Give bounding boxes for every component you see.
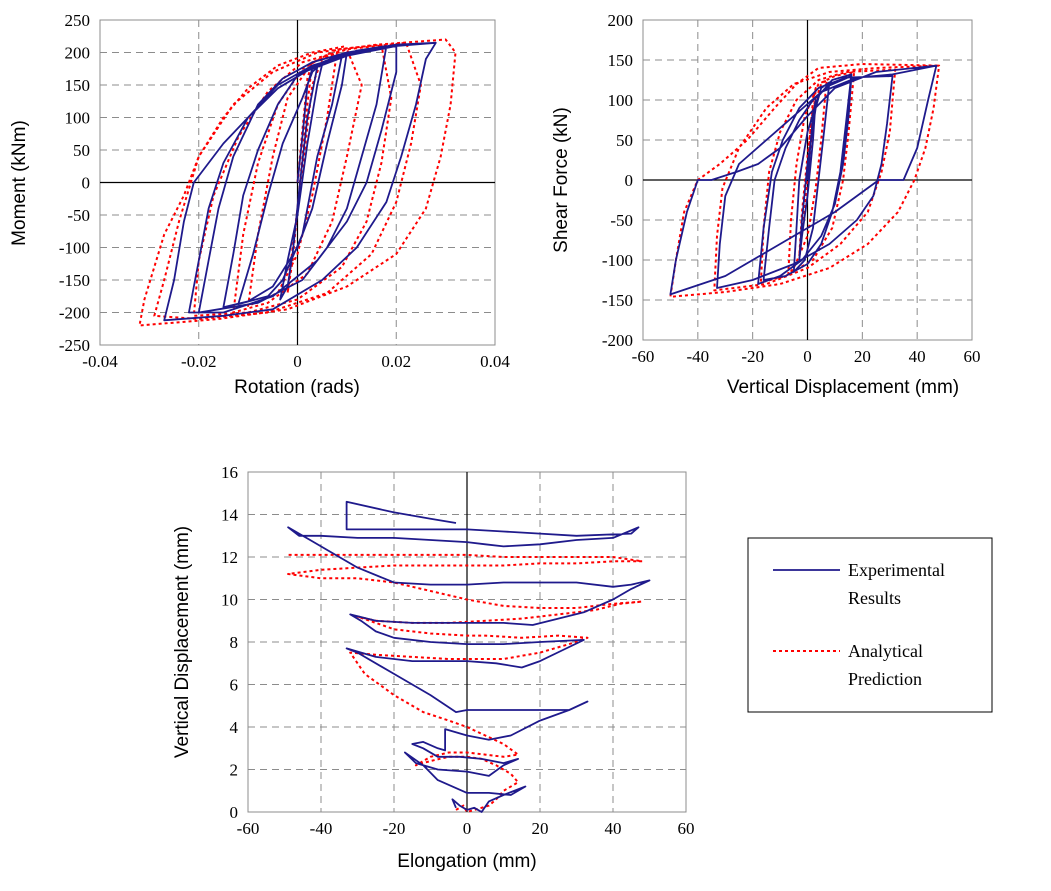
experimental-series-line xyxy=(287,500,651,813)
x-axis-title: Elongation (mm) xyxy=(397,851,536,872)
y-tick-label: -200 xyxy=(602,331,633,350)
y-tick-label: 14 xyxy=(221,506,239,525)
y-tick-label: 12 xyxy=(221,548,238,567)
x-tick-label: -20 xyxy=(741,347,764,366)
y-tick-label: 0 xyxy=(82,174,91,193)
y-tick-label: 2 xyxy=(230,761,239,780)
experimental-series-line xyxy=(163,41,437,322)
analytical-series-line xyxy=(287,553,644,813)
x-tick-label: 60 xyxy=(678,819,695,838)
legend-experimental-label-line2: Results xyxy=(848,588,901,608)
y-tick-label: 16 xyxy=(221,463,238,482)
y-tick-label: 150 xyxy=(65,76,91,95)
legend-box xyxy=(747,537,993,713)
y-tick-label: -150 xyxy=(602,291,633,310)
y-tick-label: -50 xyxy=(67,206,90,225)
y-tick-label: 0 xyxy=(625,171,634,190)
y-tick-label: 150 xyxy=(608,51,634,70)
x-tick-label: 60 xyxy=(964,347,981,366)
x-tick-label: 0 xyxy=(293,352,302,371)
y-tick-label: 10 xyxy=(221,591,238,610)
analytical-series-line xyxy=(138,38,457,327)
y-tick-label: -250 xyxy=(59,336,90,355)
x-tick-label: -60 xyxy=(237,819,260,838)
y-axis-title: Shear Force (kN) xyxy=(551,107,572,253)
x-tick-label: 40 xyxy=(605,819,622,838)
y-tick-label: 100 xyxy=(608,91,634,110)
x-tick-label: 0 xyxy=(463,819,472,838)
x-tick-labels: -60 -40 -20 0 20 40 60 xyxy=(237,819,695,838)
y-tick-label: 6 xyxy=(230,676,239,695)
x-tick-label: -0.02 xyxy=(181,352,216,371)
x-axis-title: Rotation (rads) xyxy=(234,377,360,398)
y-tick-labels: 0 2 4 6 8 10 12 14 16 xyxy=(221,463,239,822)
y-tick-label: -100 xyxy=(59,239,90,258)
experimental-series xyxy=(669,64,938,296)
y-tick-label: 200 xyxy=(608,11,634,30)
y-axis-title: Vertical Displacement (mm) xyxy=(172,526,193,758)
y-tick-label: 100 xyxy=(65,109,91,128)
x-tick-label: -0.04 xyxy=(82,352,118,371)
gridlines xyxy=(643,20,972,340)
x-tick-label: 40 xyxy=(909,347,926,366)
experimental-series xyxy=(163,41,437,322)
analytical-series xyxy=(138,38,457,327)
x-tick-label: 0 xyxy=(803,347,812,366)
x-tick-label: -40 xyxy=(310,819,333,838)
moment-rotation-chart: -0.04 -0.02 0 0.02 0.04 -250 -200 -150 -100 -50 0… xyxy=(9,11,510,398)
x-tick-label: -60 xyxy=(632,347,655,366)
y-tick-label: 250 xyxy=(65,11,91,30)
y-tick-label: 200 xyxy=(65,44,91,63)
legend-experimental-label-line1: Experimental xyxy=(848,560,945,580)
x-tick-label: 0.02 xyxy=(381,352,411,371)
y-tick-label: 50 xyxy=(73,141,90,160)
analytical-series xyxy=(669,63,941,298)
y-tick-label: 4 xyxy=(230,718,239,737)
experimental-series xyxy=(287,500,651,813)
x-tick-label: 20 xyxy=(854,347,871,366)
x-tick-label: -40 xyxy=(686,347,709,366)
x-tick-label: 20 xyxy=(532,819,549,838)
y-tick-label: -50 xyxy=(610,211,633,230)
x-tick-labels: -60 -40 -20 0 20 40 60 xyxy=(632,347,981,366)
x-tick-label: -20 xyxy=(383,819,406,838)
y-tick-label: -200 xyxy=(59,304,90,323)
analytical-series xyxy=(287,553,644,813)
elongation-displacement-chart: -60 -40 -20 0 20 40 60 0 2 4 6 8 10 12 14 16 Elongatio… xyxy=(172,463,695,872)
y-tick-labels: -250 -200 -150 -100 -50 0 50 100 150 200 250 xyxy=(59,11,90,355)
y-tick-labels: -200 -150 -100 -50 0 50 100 150 200 xyxy=(602,11,633,350)
x-axis-title: Vertical Displacement (mm) xyxy=(727,377,959,398)
y-tick-label: 50 xyxy=(616,131,633,150)
experimental-series-line xyxy=(669,64,938,296)
y-tick-label: 0 xyxy=(230,803,239,822)
shear-displacement-chart: -60 -40 -20 0 20 40 60 -200-150-100-5005010015… xyxy=(551,11,981,398)
legend-analytical-label-line2: Prediction xyxy=(848,669,922,689)
y-tick-label: 8 xyxy=(230,633,239,652)
legend-analytical-label-line1: Analytical xyxy=(848,641,923,661)
y-tick-label: -100 xyxy=(602,251,633,270)
analytical-series-line xyxy=(669,63,941,298)
x-tick-labels: -0.04 -0.02 0 0.02 0.04 xyxy=(82,352,510,371)
legend: Experimental Results Analytical Predicti… xyxy=(747,537,993,713)
y-axis-title: Moment (kNm) xyxy=(9,120,30,246)
y-tick-label: -150 xyxy=(59,271,90,290)
x-tick-label: 0.04 xyxy=(480,352,510,371)
